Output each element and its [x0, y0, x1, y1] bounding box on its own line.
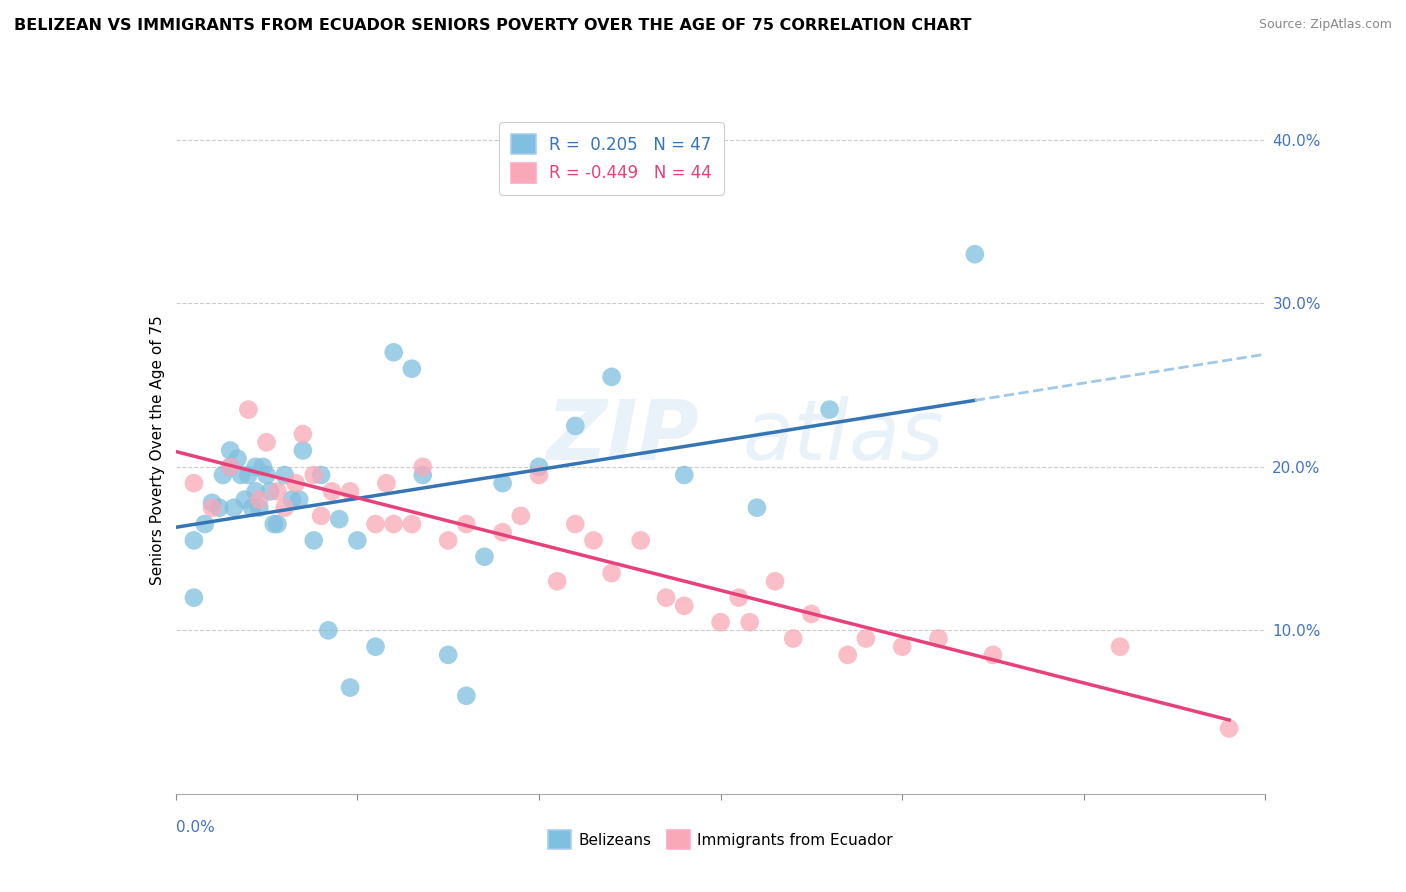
Point: [288, 492, 311, 507]
Point: [600, 566, 623, 580]
Text: BELIZEAN VS IMMIGRANTS FROM ECUADOR SENIORS POVERTY OVER THE AGE OF 75 CORRELATI: BELIZEAN VS IMMIGRANTS FROM ECUADOR SENI…: [14, 18, 972, 33]
Point: [564, 516, 586, 531]
Point: [266, 484, 288, 499]
Point: [474, 549, 496, 564]
Point: [727, 591, 749, 605]
Point: [252, 459, 274, 474]
Point: [1218, 722, 1240, 736]
Point: [782, 632, 804, 646]
Point: [928, 632, 950, 646]
Point: [309, 508, 332, 523]
Point: [818, 402, 841, 417]
Point: [800, 607, 823, 621]
Point: [201, 500, 224, 515]
Point: [212, 467, 235, 482]
Point: [527, 467, 550, 482]
Point: [673, 599, 696, 613]
Point: [302, 533, 325, 548]
Point: [247, 492, 270, 507]
Point: [302, 467, 325, 482]
Point: [564, 418, 586, 433]
Text: ZIP: ZIP: [546, 396, 699, 477]
Point: [456, 689, 478, 703]
Point: [183, 476, 205, 491]
Point: [375, 476, 398, 491]
Point: [527, 459, 550, 474]
Point: [226, 451, 249, 466]
Point: [183, 533, 205, 548]
Point: [263, 516, 285, 531]
Point: [437, 648, 460, 662]
Point: [382, 345, 405, 359]
Point: [981, 648, 1004, 662]
Point: [855, 632, 877, 646]
Point: [284, 476, 307, 491]
Point: [630, 533, 652, 548]
Point: [309, 467, 332, 482]
Point: [259, 484, 281, 499]
Point: [240, 500, 263, 515]
Point: [837, 648, 859, 662]
Point: [245, 459, 267, 474]
Point: [247, 500, 270, 515]
Point: [492, 525, 515, 540]
Point: [339, 484, 361, 499]
Text: Source: ZipAtlas.com: Source: ZipAtlas.com: [1258, 18, 1392, 31]
Point: [183, 591, 205, 605]
Point: [266, 516, 288, 531]
Point: [745, 500, 768, 515]
Point: [600, 369, 623, 384]
Point: [201, 496, 224, 510]
Point: [256, 467, 278, 482]
Point: [710, 615, 733, 630]
Point: [546, 574, 568, 589]
Point: [382, 516, 405, 531]
Point: [738, 615, 761, 630]
Point: [208, 500, 231, 515]
Legend: Belizeans, Immigrants from Ecuador: Belizeans, Immigrants from Ecuador: [541, 824, 900, 855]
Point: [655, 591, 678, 605]
Point: [339, 681, 361, 695]
Point: [582, 533, 605, 548]
Point: [364, 640, 387, 654]
Point: [245, 484, 267, 499]
Point: [219, 459, 242, 474]
Point: [318, 624, 340, 638]
Point: [437, 533, 460, 548]
Point: [222, 500, 245, 515]
Point: [274, 467, 297, 482]
Point: [238, 402, 260, 417]
Point: [219, 443, 242, 458]
Point: [346, 533, 368, 548]
Point: [412, 459, 434, 474]
Point: [231, 467, 253, 482]
Point: [763, 574, 786, 589]
Point: [401, 361, 423, 376]
Point: [291, 427, 314, 442]
Point: [492, 476, 515, 491]
Point: [238, 467, 260, 482]
Point: [274, 500, 297, 515]
Point: [321, 484, 343, 499]
Point: [328, 512, 350, 526]
Point: [412, 467, 434, 482]
Text: 0.0%: 0.0%: [176, 820, 215, 835]
Text: atlas: atlas: [742, 396, 943, 477]
Point: [456, 516, 478, 531]
Point: [1109, 640, 1132, 654]
Point: [673, 467, 696, 482]
Point: [194, 516, 217, 531]
Point: [219, 459, 242, 474]
Y-axis label: Seniors Poverty Over the Age of 75: Seniors Poverty Over the Age of 75: [149, 316, 165, 585]
Point: [401, 516, 423, 531]
Point: [963, 247, 986, 261]
Point: [256, 435, 278, 450]
Point: [281, 492, 304, 507]
Point: [364, 516, 387, 531]
Point: [291, 443, 314, 458]
Point: [509, 508, 531, 523]
Point: [233, 492, 256, 507]
Point: [891, 640, 914, 654]
